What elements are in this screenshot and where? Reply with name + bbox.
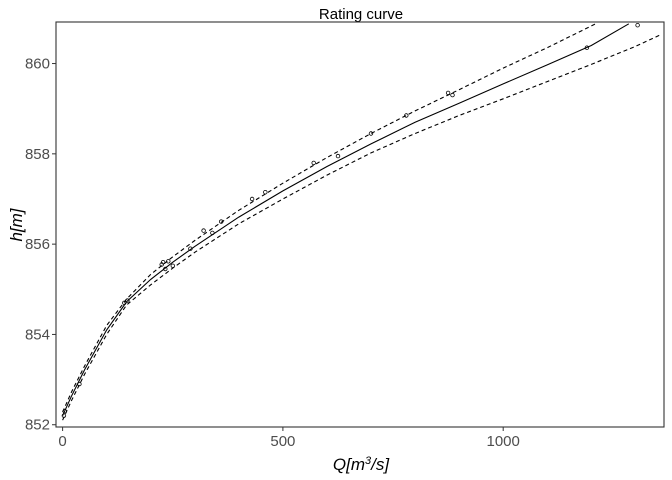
observation-point [249,196,255,202]
observation-point [62,409,68,414]
observation-point [201,228,206,233]
chart-title: Rating curve [319,6,403,23]
observation-point [311,160,316,166]
x-tick-label: 500 [270,433,295,450]
observation-point [335,153,341,159]
y-axis-title: h[m] [7,207,26,241]
y-tick-label: 858 [25,146,50,163]
observation-point [61,413,67,418]
y-tick-label: 854 [25,326,50,343]
observation-point [218,219,224,224]
observation-point [170,263,175,268]
y-tick-label: 856 [25,236,50,253]
y-tick-label: 852 [25,417,50,434]
upper-line [62,23,596,413]
observation-point [163,266,168,272]
observation-point [445,90,451,96]
x-axis-title-superscript: 3 [365,455,372,467]
observation-point [160,260,166,265]
x-tick-label: 0 [58,433,66,450]
observation-point [635,23,640,28]
observation-point [188,246,193,251]
observation-point [263,189,268,195]
observation-point [450,92,455,98]
y-tick-label: 860 [25,56,50,73]
observation-point [77,381,82,387]
observation-point [122,300,127,305]
x-tick-label: 1000 [487,433,520,450]
observation-point [584,45,590,50]
observation-point [125,298,130,303]
plot-area [61,23,663,421]
y-axis: 852 854 856 858 860 [25,56,56,434]
fit-line [62,23,630,416]
observation-point [166,259,171,264]
plot-panel-border [55,21,665,428]
x-axis-title: Q[m3/s] [333,455,390,474]
observation-point [210,230,215,236]
observation-point [368,131,374,136]
x-axis-title-tail: /s] [370,455,390,474]
x-axis-title-main: Q[m [333,455,365,474]
x-axis: 0 500 1000 [58,427,520,450]
observation-point [404,113,409,118]
lower-line [62,33,663,421]
